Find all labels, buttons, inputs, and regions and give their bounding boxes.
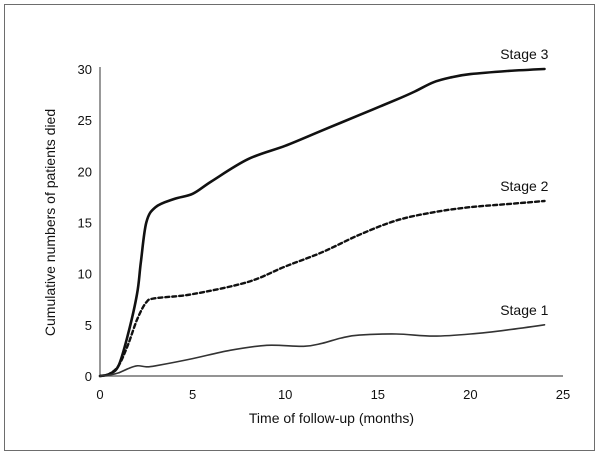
y-tick-label: 25 <box>78 113 92 128</box>
series-label-stage-1: Stage 1 <box>500 302 548 318</box>
x-tick-label: 5 <box>189 387 196 402</box>
series-lines <box>98 67 546 378</box>
x-tick-label: 10 <box>278 387 292 402</box>
y-tick-label: 20 <box>78 164 92 179</box>
y-tick-label: 30 <box>78 62 92 77</box>
y-tick-label: 0 <box>85 369 92 384</box>
series-labels: Stage 3 Stage 2 Stage 1 <box>500 46 548 318</box>
y-tick-label: 15 <box>78 216 92 231</box>
series-line-stage-1 <box>99 324 546 377</box>
y-axis-title: Cumulative numbers of patients died <box>42 109 58 336</box>
series-line-stage-2 <box>98 199 546 378</box>
x-tick-label: 15 <box>371 387 385 402</box>
x-tick-label: 25 <box>556 387 570 402</box>
tick-labels: 0 5 10 15 20 25 0 5 10 15 20 25 30 <box>78 62 571 402</box>
x-tick-label: 0 <box>96 387 103 402</box>
x-tick-label: 20 <box>463 387 477 402</box>
series-label-stage-3: Stage 3 <box>500 46 548 62</box>
series-label-stage-2: Stage 2 <box>500 178 548 194</box>
axes <box>99 67 563 377</box>
series-line-stage-3 <box>98 67 546 378</box>
y-tick-label: 5 <box>85 318 92 333</box>
y-tick-label: 10 <box>78 267 92 282</box>
x-axis-title: Time of follow-up (months) <box>249 410 414 426</box>
